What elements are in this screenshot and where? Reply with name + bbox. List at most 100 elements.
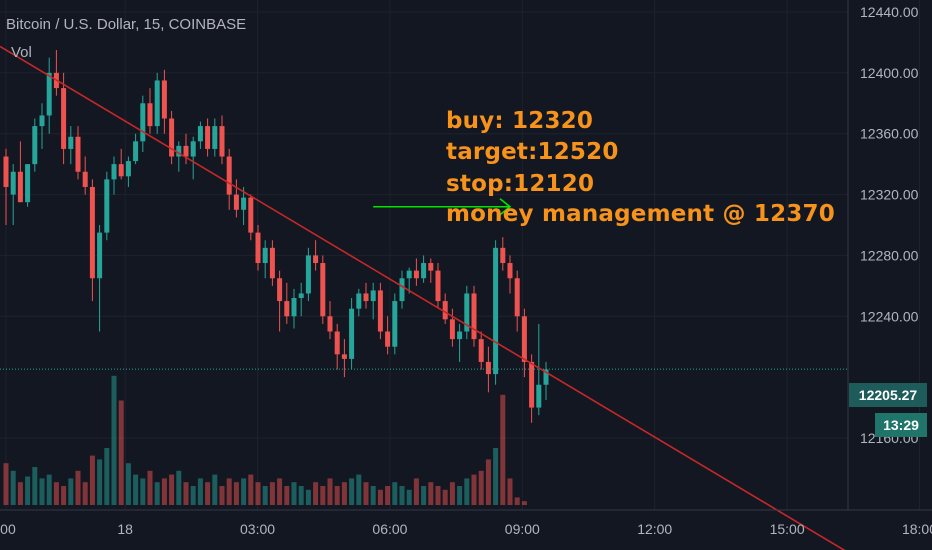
candle-body bbox=[133, 141, 139, 162]
volume-bar bbox=[507, 478, 513, 505]
volume-bar bbox=[32, 467, 38, 505]
candle-body bbox=[197, 126, 203, 142]
volume-bar bbox=[82, 482, 88, 505]
price-axis[interactable]: 12160.0012240.0012280.0012320.0012360.00… bbox=[847, 0, 919, 510]
last-price-badge: 12205.27 bbox=[849, 383, 927, 407]
volume-bar bbox=[205, 482, 211, 505]
candle-body bbox=[507, 263, 513, 279]
candle-body bbox=[97, 232, 103, 279]
volume-bar bbox=[313, 482, 319, 505]
volume-bar bbox=[89, 455, 95, 505]
candle-body bbox=[3, 156, 9, 187]
stop-annotation[interactable]: stop:12120 bbox=[446, 171, 595, 197]
volume-bar bbox=[449, 482, 455, 505]
candle-body bbox=[521, 316, 527, 362]
candle-body bbox=[111, 164, 117, 180]
candle-body bbox=[262, 247, 268, 264]
candle-body bbox=[248, 197, 254, 233]
volume-bar bbox=[478, 470, 484, 505]
symbol-title[interactable]: Bitcoin / U.S. Dollar, 15, COINBASE bbox=[6, 16, 247, 33]
volume-bar bbox=[111, 375, 117, 505]
volume-bar bbox=[190, 486, 196, 505]
volume-bar bbox=[154, 482, 160, 505]
candle-body bbox=[406, 270, 412, 279]
candle-body bbox=[25, 164, 31, 203]
volume-bar bbox=[284, 486, 290, 505]
candle-body bbox=[140, 103, 146, 142]
money-management-annotation[interactable]: money management @ 12370 bbox=[446, 201, 835, 227]
candle-body bbox=[457, 331, 463, 340]
candle-body bbox=[305, 255, 311, 294]
candle-body bbox=[255, 232, 261, 264]
price-tick-label: 12240.00 bbox=[860, 308, 919, 324]
volume-bar bbox=[39, 478, 45, 505]
candle-body bbox=[183, 145, 189, 157]
candle-body bbox=[269, 247, 275, 279]
volume-bar bbox=[305, 489, 311, 505]
volume-bar bbox=[25, 476, 31, 505]
candle-body bbox=[161, 80, 167, 119]
time-tick-label: 18:00 bbox=[902, 521, 932, 537]
volume-bar bbox=[457, 486, 463, 505]
volume-bar bbox=[471, 474, 477, 505]
countdown-badge: 13:29 bbox=[875, 413, 927, 437]
volume-bar bbox=[392, 482, 398, 505]
candle-body bbox=[413, 270, 419, 279]
volume-bar bbox=[262, 486, 268, 505]
volume-label[interactable]: Vol bbox=[11, 44, 32, 61]
price-tick-label: 12400.00 bbox=[860, 65, 919, 81]
volume-bar bbox=[406, 489, 412, 505]
price-tick-label: 12360.00 bbox=[860, 126, 919, 142]
candle-body bbox=[277, 278, 283, 302]
candle-body bbox=[514, 278, 520, 317]
volume-bar bbox=[435, 486, 441, 505]
candle-body bbox=[356, 293, 362, 309]
candle-body bbox=[169, 118, 175, 157]
candle-body bbox=[442, 301, 448, 320]
buy-annotation[interactable]: buy: 12320 bbox=[446, 108, 594, 134]
price-tick-label: 12320.00 bbox=[860, 187, 919, 203]
volume-bar bbox=[493, 448, 499, 505]
candle-body bbox=[190, 141, 196, 157]
volume-bar bbox=[17, 482, 23, 505]
candle-body bbox=[205, 126, 211, 149]
price-tick-label: 12280.00 bbox=[860, 247, 919, 263]
volume-bar bbox=[442, 489, 448, 505]
chart-grid bbox=[0, 0, 920, 510]
candle-body bbox=[104, 179, 110, 233]
arrow-annotation[interactable] bbox=[373, 198, 512, 216]
volume-bar bbox=[421, 486, 427, 505]
candle-body bbox=[464, 293, 470, 332]
trendline[interactable] bbox=[0, 45, 848, 550]
candle-body bbox=[449, 319, 455, 340]
time-tick-label: 18 bbox=[117, 521, 133, 537]
volume-bar bbox=[75, 470, 81, 505]
candle-body bbox=[10, 171, 16, 195]
volume-bar bbox=[334, 486, 340, 505]
candle-body bbox=[226, 156, 232, 195]
volume-bar bbox=[183, 482, 189, 505]
candle-body bbox=[543, 369, 549, 385]
candle-body bbox=[363, 293, 369, 302]
target-annotation[interactable]: target:12520 bbox=[446, 139, 619, 165]
candle-body bbox=[471, 293, 477, 340]
volume-bar bbox=[269, 482, 275, 505]
candle-body bbox=[399, 278, 405, 302]
volume-bar bbox=[233, 482, 239, 505]
volume-bar bbox=[464, 478, 470, 505]
candle-body bbox=[82, 171, 88, 187]
volume-bar bbox=[399, 486, 405, 505]
time-tick-label: 09:00 bbox=[505, 521, 540, 537]
candle-body bbox=[46, 72, 52, 116]
volume-bar bbox=[485, 459, 491, 505]
time-tick-label: 06:00 bbox=[372, 521, 407, 537]
volume-bar bbox=[125, 463, 131, 505]
candle-body bbox=[89, 186, 95, 279]
volume-bar bbox=[428, 482, 434, 505]
candle-body bbox=[313, 255, 319, 264]
volume-bar bbox=[53, 482, 59, 505]
candle-body bbox=[421, 263, 427, 279]
candle-body bbox=[68, 136, 74, 149]
